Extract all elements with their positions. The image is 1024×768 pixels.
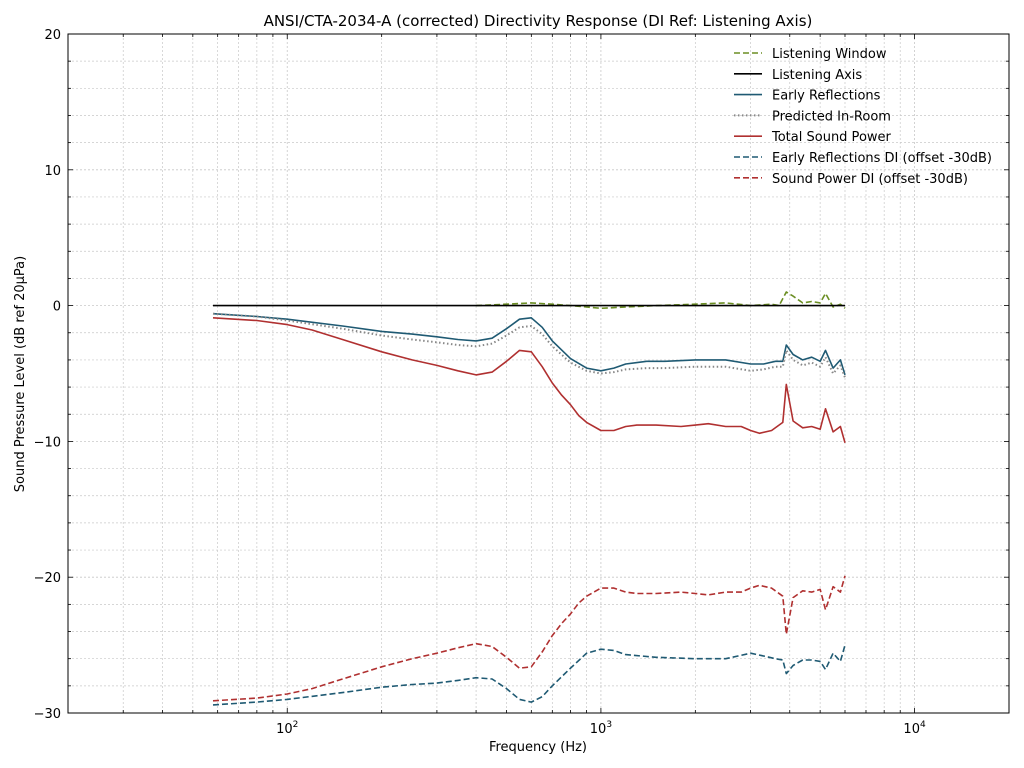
legend-label-early-reflections-di-offset-30db: Early Reflections DI (offset -30dB) xyxy=(772,151,992,166)
series-line-early-reflections-di-offset-30db xyxy=(212,644,846,706)
series-line-early-reflections xyxy=(212,312,846,376)
x-tick-label: 102 xyxy=(276,720,298,737)
y-axis-title: Sound Pressure Level (dB ref 20μPa) xyxy=(13,256,28,492)
series-line-sound-power-di-offset-30db xyxy=(212,575,846,702)
y-tick-label: −10 xyxy=(34,435,61,450)
y-tick-label: −20 xyxy=(34,571,61,586)
legend-label-listening-axis: Listening Axis xyxy=(772,68,862,83)
legend: Listening Window Listening Axis Early Refl… xyxy=(734,47,992,187)
y-tick-label: 20 xyxy=(44,28,61,43)
chart-title: ANSI/CTA-2034-A (corrected) Directivity … xyxy=(264,12,813,30)
series-line-total-sound-power xyxy=(212,317,846,444)
legend-label-early-reflections: Early Reflections xyxy=(772,89,881,104)
legend-label-sound-power-di-offset-30db: Sound Power DI (offset -30dB) xyxy=(772,172,968,187)
x-axis-title: Frequency (Hz) xyxy=(489,740,587,755)
series-line-predicted-in-room xyxy=(212,312,846,378)
plot-lines xyxy=(212,291,846,706)
x-tick-label: 104 xyxy=(903,720,926,737)
x-tick-label: 103 xyxy=(590,720,612,737)
legend-label-total-sound-power: Total Sound Power xyxy=(771,130,892,145)
axis-ticks: 20 10 0 −10 −20 −30 102 103 104 xyxy=(34,28,1010,737)
y-tick-label: 0 xyxy=(53,300,61,315)
legend-label-predicted-in-room: Predicted In-Room xyxy=(772,109,891,124)
legend-label-listening-window: Listening Window xyxy=(772,47,887,62)
plot-frame xyxy=(67,33,1010,714)
y-tick-label: −30 xyxy=(34,707,61,722)
y-tick-label: 10 xyxy=(44,164,61,179)
